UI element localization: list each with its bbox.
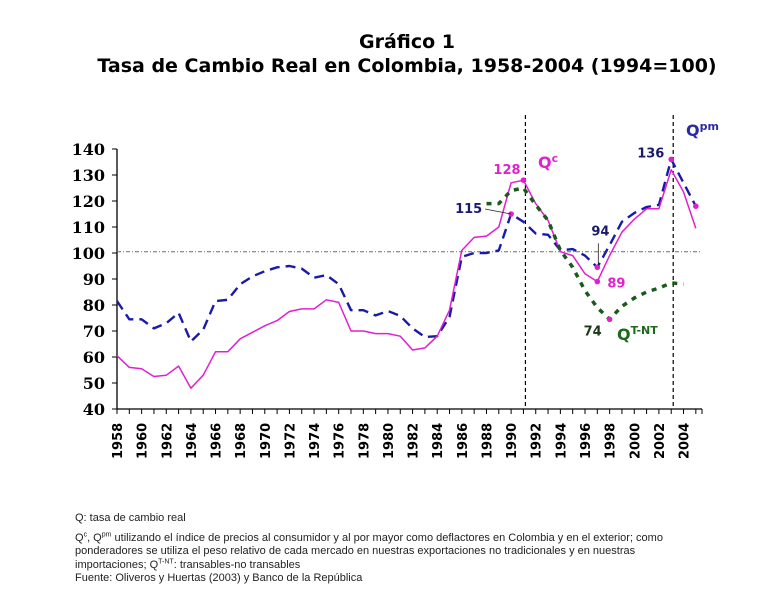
x-tick-label: 1984 [431, 423, 446, 459]
x-tick-label: 1966 [210, 423, 225, 459]
annotation-label: 94 [591, 224, 609, 239]
x-tick-label: 1976 [333, 423, 348, 459]
data-point-marker [693, 203, 699, 209]
note-q-definition: Q: tasa de cambio real [75, 512, 186, 524]
data-point-marker [606, 316, 613, 323]
series-label-main: Q [538, 153, 552, 172]
x-tick-label: 2000 [628, 423, 643, 459]
x-tick-label: 1972 [283, 423, 298, 459]
x-tick-label: 1994 [554, 423, 569, 459]
annotation-label: 115 [455, 202, 482, 217]
series-qpm [116, 158, 697, 343]
y-tick-label: 40 [83, 400, 105, 419]
note-qc-sup: c [83, 530, 88, 538]
series-label-sup: T-NT [631, 324, 659, 337]
annotation-label: 89 [607, 277, 625, 292]
reference-lines [117, 115, 702, 409]
series-label-qt-nt: QT-NT [617, 324, 658, 344]
footnotes: Q: tasa de cambio real Qc, Qpm utilizand… [75, 512, 675, 586]
x-tick-label: 1960 [136, 423, 151, 459]
axes: 40 50 60 70 80 90 100 110 120 130 140 1958 1960 1962 1… [72, 140, 703, 459]
x-tick-label: 2002 [653, 423, 668, 459]
y-tick-label: 130 [72, 166, 105, 185]
x-tick-label: 1974 [308, 423, 323, 459]
series-lines [116, 158, 697, 389]
y-tick-label: 70 [83, 322, 105, 341]
chart-title-block: Gráfico 1 Tasa de Cambio Real en Colombi… [0, 30, 774, 78]
series-label-main: Q [686, 121, 700, 140]
series-label-qpm: Qpm [686, 120, 719, 140]
x-tick-label: 1970 [259, 423, 274, 459]
series-qt-nt [486, 186, 684, 322]
x-tick-label: 1962 [160, 423, 175, 459]
note-qtnt-text: : transables-no transables [173, 558, 301, 571]
data-point-marker [594, 278, 601, 285]
x-tick-label: 1988 [480, 423, 495, 459]
data-point-marker [508, 211, 514, 217]
x-tick-label: 1982 [407, 423, 422, 459]
x-tick-label: 1968 [234, 423, 249, 459]
y-tick-label: 90 [83, 270, 105, 289]
annotation-label: 136 [637, 146, 664, 161]
y-tick-label: 80 [83, 296, 105, 315]
y-tick-label: 140 [72, 140, 105, 159]
annotation-label: 74 [584, 324, 602, 339]
note-deflators-text: utilizando el índice de precios al consu… [75, 531, 663, 571]
annotation-leader-115 [485, 208, 512, 215]
series-label-qc: Qc [538, 152, 558, 172]
y-tick-label: 120 [72, 192, 105, 211]
x-tick-label: 1986 [456, 423, 471, 459]
series-label-main: Q [617, 325, 631, 344]
x-tick-label: 1980 [382, 423, 397, 459]
x-tick-label: 1996 [579, 423, 594, 459]
x-tick-label: 1990 [505, 423, 520, 459]
note-source: Fuente: Oliveros y Huertas (2003) y Banc… [75, 572, 363, 584]
line-chart: 40 50 60 70 80 90 100 110 120 130 140 1958 1960 1962 1… [72, 115, 719, 459]
x-tick-label: 1958 [111, 423, 126, 459]
x-tick-label: 1998 [604, 423, 619, 459]
x-tick-label: 2004 [678, 423, 693, 459]
y-tick-label: 50 [83, 374, 105, 393]
data-point-marker [668, 156, 675, 163]
data-point-marker [520, 177, 527, 183]
chart-subtitle: Tasa de Cambio Real en Colombia, 1958-20… [97, 55, 717, 77]
note-qpm-sup: pm [101, 530, 112, 538]
x-tick-label: 1964 [185, 423, 200, 459]
series-label-sup: pm [700, 120, 719, 133]
x-tick-label: 1992 [530, 423, 545, 459]
y-tick-label: 60 [83, 348, 105, 367]
x-tick-label: 1978 [357, 423, 372, 459]
data-point-marker [594, 264, 601, 271]
note-qtnt-sup: T-NT [158, 557, 174, 565]
y-tick-label: 100 [72, 244, 105, 263]
series-label-sup: c [552, 152, 559, 165]
y-tick-label: 110 [72, 218, 105, 237]
annotation-label: 128 [493, 163, 520, 178]
chart-title: Gráfico 1 [358, 31, 456, 53]
note-deflators: Qc, Qpm utilizando el índice de precios … [75, 530, 663, 571]
series-qc [116, 169, 697, 389]
